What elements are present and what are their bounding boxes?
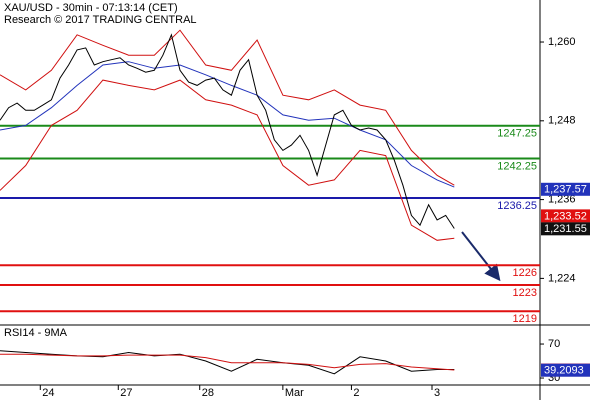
level-label: 1236.25 [497, 200, 537, 212]
price-box-label: 39.2093 [544, 365, 584, 377]
price-box [541, 222, 590, 236]
forecast-arrow [461, 231, 501, 282]
chart-subtitle: Research © 2017 TRADING CENTRAL [4, 14, 197, 26]
level-label: 1247.25 [497, 128, 537, 140]
series-line [0, 353, 455, 371]
price-box [541, 182, 590, 196]
x-tick-label: 27 [120, 387, 132, 399]
price-box-label: 1,237.57 [544, 184, 587, 196]
x-tick-label: 24 [42, 387, 54, 399]
x-tick-label: 2 [353, 387, 359, 399]
price-box-label: 1,233.52 [544, 210, 587, 222]
level-label: 1242.25 [497, 160, 537, 172]
level-label: 1219 [513, 313, 537, 325]
y-tick-label: 1,260 [548, 36, 576, 48]
price-box-label: 1,231.55 [544, 223, 587, 235]
y-tick-label: 70 [548, 338, 560, 350]
y-tick-label: 1,224 [548, 272, 576, 284]
level-label: 1223 [513, 287, 537, 299]
y-tick-label: 1,248 [548, 115, 576, 127]
price-box [541, 209, 590, 223]
chart-title: XAU/USD - 30min - 07:13:14 (CET) [4, 2, 178, 14]
series-line [0, 79, 455, 241]
level-label: 1226 [513, 267, 537, 279]
x-tick-label: Mar [285, 387, 304, 399]
series-line [0, 33, 455, 229]
price-box [541, 363, 590, 377]
x-tick-label: 28 [202, 387, 214, 399]
series-line [0, 29, 455, 186]
y-tick-label: 1,236 [548, 194, 576, 206]
rsi-title: RSI14 - 9MA [4, 327, 68, 339]
x-tick-label: 3 [434, 387, 440, 399]
